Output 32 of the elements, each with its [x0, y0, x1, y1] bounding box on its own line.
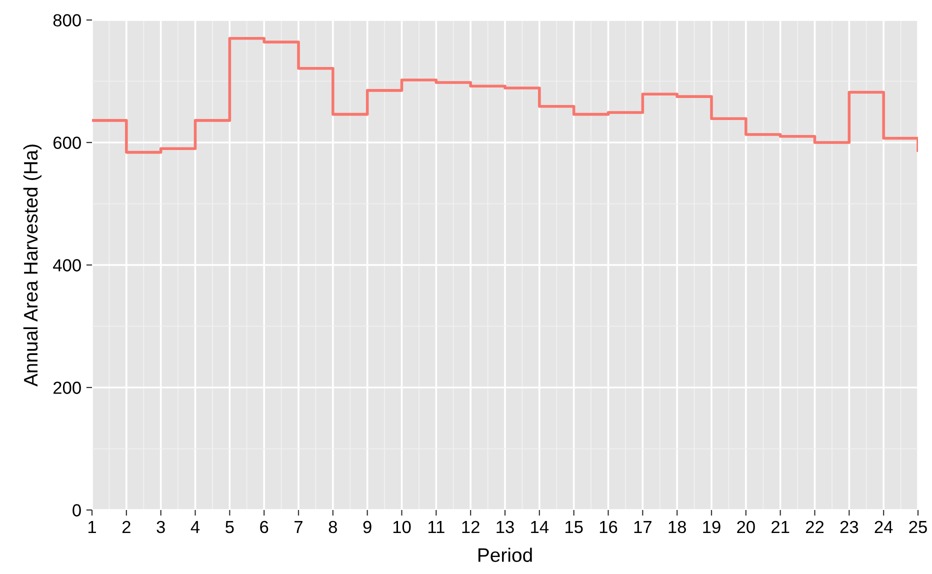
x-tick-label: 6 [260, 520, 268, 534]
x-tick-label: 23 [840, 520, 858, 534]
x-tick-label: 11 [428, 521, 444, 533]
y-tick-label: 200 [53, 382, 81, 394]
x-tick-label: 13 [496, 520, 514, 534]
x-tick-label: 22 [806, 520, 824, 533]
x-axis-title: Period [478, 548, 532, 562]
x-tick-label: 15 [566, 521, 583, 534]
y-tick-label: 0 [72, 504, 81, 516]
x-tick-label: 16 [600, 520, 618, 534]
x-tick-label: 7 [294, 521, 302, 533]
x-tick-label: 4 [190, 521, 200, 533]
x-tick-label: 25 [909, 520, 927, 534]
x-tick-label: 14 [531, 521, 549, 533]
y-tick-label: 600 [54, 136, 81, 149]
x-tick-label: 17 [634, 521, 652, 533]
x-tick-label: 10 [393, 520, 411, 534]
x-tick-label: 18 [668, 520, 686, 534]
y-tick-label: 800 [53, 14, 81, 26]
x-tick-label: 1 [88, 521, 96, 533]
y-axis-title: Annual Area Harvested (Ha) [23, 144, 42, 387]
x-tick-label: 3 [156, 520, 165, 534]
x-tick-label: 2 [122, 520, 130, 533]
x-tick-label: 20 [737, 520, 755, 534]
x-tick-label: 9 [363, 520, 372, 534]
x-tick-label: 5 [226, 521, 234, 534]
x-tick-label: 24 [874, 520, 893, 533]
x-tick-label: 21 [772, 520, 790, 533]
x-tick-label: 19 [703, 520, 720, 534]
x-tick-label: 8 [328, 520, 337, 534]
y-tick-label: 400 [53, 259, 81, 272]
x-tick-label: 12 [462, 520, 480, 533]
